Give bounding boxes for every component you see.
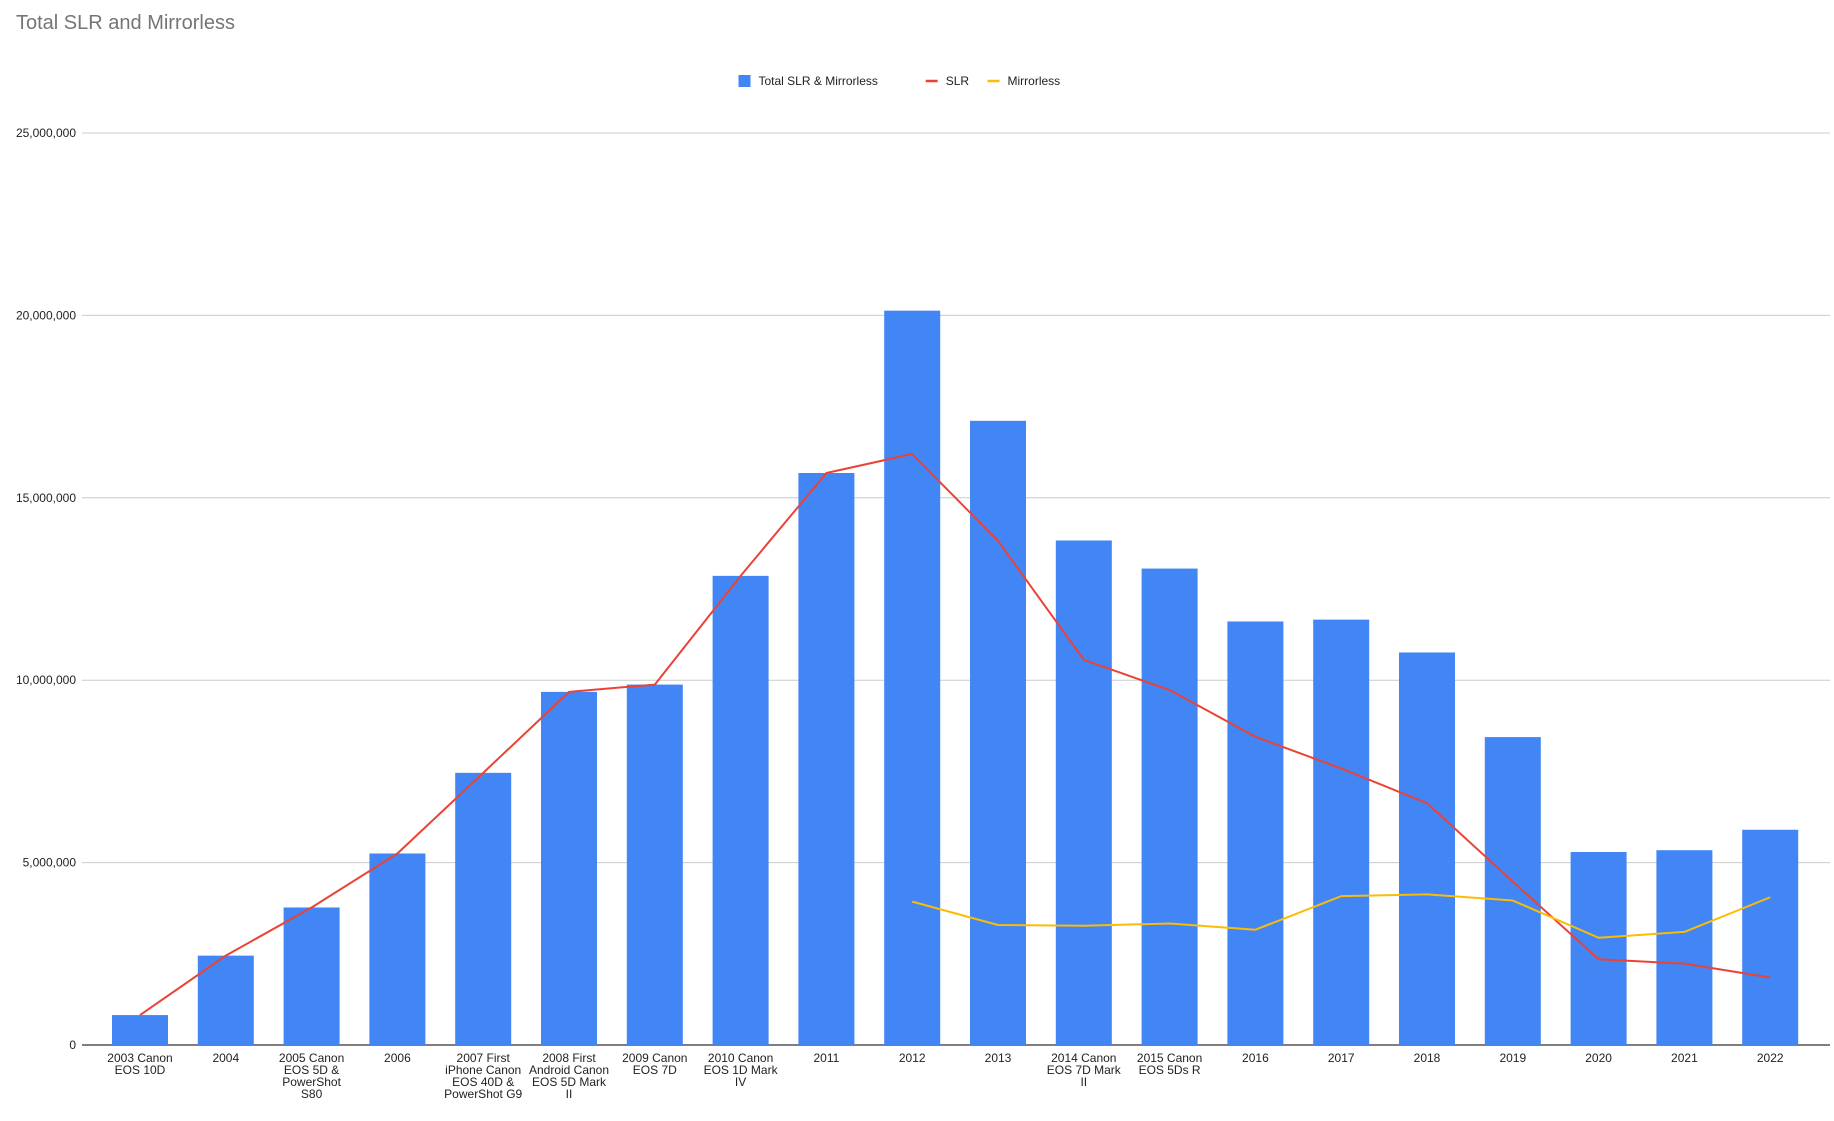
bar-total [1399, 652, 1455, 1045]
x-tick-label: 2009 Canon EOS 7D [622, 1051, 687, 1077]
bar-total [970, 420, 1026, 1045]
legend-label: Mirrorless [1008, 74, 1061, 88]
bar-total [1227, 621, 1284, 1045]
legend-item-slr[interactable]: SLR [925, 74, 970, 88]
bar-total [369, 853, 426, 1045]
bar-total [112, 1015, 168, 1045]
x-tick-label: 2016 [1242, 1051, 1269, 1065]
y-axis-tick-labels: 0 5,000,000 10,000,000 15,000,000 20,000,000… [16, 126, 76, 1052]
bar-total [197, 955, 254, 1045]
bar-total [1313, 619, 1370, 1045]
line-slr [139, 453, 1771, 1016]
x-tick-label: 2022 [1757, 1051, 1784, 1065]
x-tick-label: 2012 [899, 1051, 926, 1065]
bar-total [1570, 852, 1627, 1045]
x-tick-label: 2015 Canon EOS 5Ds R [1137, 1051, 1202, 1077]
x-tick-label: 2006 [384, 1051, 411, 1065]
gridlines [82, 132, 1830, 1046]
legend-swatch [738, 75, 751, 87]
x-tick-label: 2013 [985, 1051, 1012, 1065]
bar-total [455, 772, 512, 1045]
chart-title: Total SLR and Mirrorless [16, 12, 235, 34]
x-tick-label: 2007 First iPhone Canon EOS 40D & PowerShot… [444, 1051, 522, 1101]
y-tick-label: 25,000,000 [16, 126, 76, 140]
bar-total [798, 472, 855, 1045]
legend: Total SLR & Mirrorless SLR Mirrorless [738, 74, 1061, 88]
x-tick-label: 2020 [1585, 1051, 1612, 1065]
legend-label: SLR [946, 74, 970, 88]
x-axis-tick-labels: 2003 Canon EOS 10D 2004 2005 Canon EOS 5D & P… [107, 1051, 1784, 1101]
legend-label: Total SLR & Mirrorless [759, 74, 878, 88]
x-tick-label: 2003 Canon EOS 10D [107, 1051, 172, 1077]
x-tick-label: 2005 Canon EOS 5D & PowerShot S80 [279, 1051, 344, 1101]
y-tick-label: 5,000,000 [23, 856, 77, 870]
x-tick-label: 2021 [1671, 1051, 1698, 1065]
bar-total [884, 310, 941, 1045]
bar-total [1141, 568, 1198, 1045]
bar-total [626, 684, 683, 1045]
lines [139, 453, 1771, 1016]
y-tick-label: 20,000,000 [16, 308, 76, 322]
legend-item-mirrorless[interactable]: Mirrorless [987, 74, 1061, 88]
x-tick-label: 2004 [212, 1051, 239, 1065]
bar-total [1742, 829, 1799, 1045]
x-tick-label: 2008 First Android Canon EOS 5D Mark II [529, 1051, 609, 1101]
bar-total [1055, 540, 1112, 1045]
y-tick-label: 10,000,000 [16, 673, 76, 687]
bars [112, 310, 1799, 1045]
bar-total [712, 575, 769, 1045]
x-tick-label: 2010 Canon EOS 1D Mark IV [704, 1051, 779, 1089]
bar-total [541, 691, 597, 1045]
x-tick-label: 2017 [1328, 1051, 1355, 1065]
bar-total [1484, 737, 1541, 1045]
x-tick-label: 2019 [1499, 1051, 1526, 1065]
bar-total [1656, 850, 1713, 1045]
x-tick-label: 2011 [813, 1051, 839, 1065]
y-tick-label: 15,000,000 [16, 491, 76, 505]
x-tick-label: 2014 Canon EOS 7D Mark II [1047, 1051, 1122, 1089]
legend-item-total-slr-mirrorless[interactable]: Total SLR & Mirrorless [738, 74, 878, 88]
y-tick-label: 0 [69, 1038, 76, 1052]
x-tick-label: 2018 [1414, 1051, 1441, 1065]
bar-total [283, 907, 340, 1045]
